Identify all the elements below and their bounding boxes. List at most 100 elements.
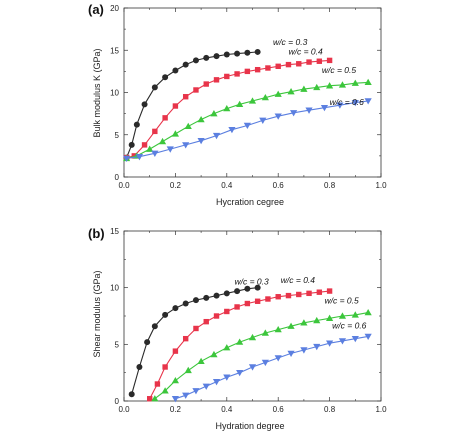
panel-a-data-point — [351, 79, 359, 86]
panel-b-data-point — [162, 311, 169, 318]
panel-b-data-point — [192, 297, 199, 304]
panel-b-xlabel: Hydration degree — [215, 421, 284, 431]
panel-a-data-point — [265, 65, 271, 71]
panel-a-data-point — [274, 113, 282, 120]
panel-a-data-point — [234, 50, 241, 57]
panel-b-series-2 — [147, 288, 333, 402]
panel-b-data-point — [192, 388, 200, 395]
panel-b-data-point — [244, 285, 251, 292]
panel-b-series-3 — [151, 309, 372, 402]
panel-a-xlabel: Hycration cegree — [216, 197, 284, 207]
panel-b-y-tick-label: 15 — [110, 227, 119, 236]
panel-a-data-point — [351, 99, 359, 107]
panel-b-data-point — [364, 333, 372, 340]
panel-a-series-label: w/c = 0.6 — [330, 97, 365, 107]
panel-a-data-point — [212, 132, 221, 140]
panel-b-data-point — [274, 326, 282, 333]
panel-a-data-point — [320, 105, 329, 112]
panel-a-x-tick-label: 0.8 — [324, 181, 336, 190]
panel-b-data-point — [287, 322, 295, 329]
panel-b-annotations: w/c = 0.3 w/c = 0.4 w/c = 0.5 w/c = 0.6 — [235, 275, 367, 330]
panel-a-letter: (a) — [88, 2, 104, 17]
panel-b-data-point — [261, 359, 269, 367]
panel-a-series — [122, 48, 372, 163]
panel-b-series — [128, 284, 372, 403]
panel-a-series-label: w/c = 0.5 — [322, 65, 357, 75]
panel-b-data-point — [351, 311, 359, 318]
panel-b-data-point — [151, 323, 158, 330]
panel-a-y-tick-label: 20 — [110, 4, 119, 13]
panel-a-y-tick-label: 0 — [115, 173, 120, 182]
panel-a-data-point — [254, 66, 261, 73]
panel-b-data-point — [300, 319, 308, 326]
panel-b-data-point — [223, 374, 231, 381]
panel-a-data-point — [300, 85, 308, 92]
panel-b-data-point — [338, 338, 347, 345]
panel-a-data-point — [162, 74, 169, 81]
panel-b-tick-labels: 0.0 0.2 0.4 0.6 0.8 1.0 0 5 10 15 — [110, 227, 387, 414]
panel-a-data-point — [290, 110, 298, 117]
panel-a-data-point — [146, 145, 154, 152]
panel-a-data-point — [248, 97, 257, 104]
panel-a-series-label: w/c = 0.4 — [288, 46, 323, 56]
panel-b-series-label: w/c = 0.5 — [324, 296, 359, 306]
panel-b-data-point — [364, 309, 372, 316]
panel-b-data-point — [265, 296, 271, 302]
panel-b-letter: (b) — [88, 226, 105, 241]
panel-a-data-point — [182, 94, 189, 100]
panel-b-data-point — [285, 292, 292, 299]
panel-b-series-label: w/c = 0.3 — [235, 276, 270, 286]
panel-b-data-point — [172, 348, 179, 354]
panel-b-data-point — [274, 355, 282, 362]
panel-a-series-line — [126, 100, 369, 159]
panel-b-y-tick-label: 10 — [110, 284, 119, 293]
panel-b-data-point — [236, 369, 244, 377]
panel-b-data-point — [248, 333, 257, 341]
panel-b-data-point — [182, 335, 189, 342]
panel-a-x-tick-label: 0.2 — [170, 181, 182, 190]
panel-a-x-tick-label: 0.4 — [221, 181, 233, 190]
panel-b-series-label: w/c = 0.6 — [332, 320, 367, 330]
panel-a-data-point — [213, 77, 220, 83]
panel-a-data-point — [326, 57, 333, 64]
panel-b-data-point — [254, 284, 261, 291]
panel-b-data-point — [306, 290, 312, 297]
panel-b-data-point — [212, 379, 221, 386]
panel-a-data-point — [287, 88, 295, 95]
panel-a-data-point — [223, 104, 231, 112]
panel-b-data-point — [261, 329, 269, 336]
panel-b-data-point — [296, 291, 302, 298]
panel-a-data-point — [244, 68, 251, 75]
panel-b-data-point — [147, 396, 153, 402]
panel-b: (b) Shear modulus (GPa) Hydration degree… — [88, 226, 387, 431]
panel-a-data-point — [151, 84, 158, 91]
panel-b-data-point — [171, 377, 179, 384]
panel-a-data-point — [316, 58, 323, 64]
panel-a-series-label: w/c = 0.3 — [273, 37, 308, 47]
panel-b-x-tick-label: 0.6 — [273, 405, 285, 414]
panel-b-data-point — [223, 290, 230, 297]
panel-a-data-point — [306, 59, 312, 65]
panel-b-y-tick-label: 5 — [115, 340, 120, 349]
panel-b-x-tick-label: 0.0 — [118, 405, 130, 414]
panel-a-data-point — [224, 73, 230, 80]
panel-a-data-point — [197, 137, 205, 145]
panel-a-data-point — [192, 57, 199, 64]
panel-a-tick-labels: 0.0 0.2 0.4 0.6 0.8 1.0 0 5 10 15 20 — [110, 4, 387, 190]
panel-a-data-point — [151, 150, 159, 157]
panel-a-x-tick-label: 0.6 — [273, 181, 285, 190]
panel-a-data-point — [197, 115, 205, 123]
panel-b-data-point — [326, 288, 333, 294]
panel-b-data-point — [275, 294, 281, 300]
panel-b-data-point — [203, 294, 210, 301]
panel-b-data-point — [248, 364, 257, 371]
panel-b-data-point — [184, 366, 192, 374]
panel-a: (a) Bulk modulus K (GPa) Hycration cegre… — [88, 2, 387, 207]
panel-b-data-point — [236, 338, 244, 345]
panel-b-data-point — [338, 312, 347, 319]
panel-a-data-point — [172, 103, 179, 109]
panel-a-data-point — [261, 93, 269, 101]
panel-b-data-point — [213, 292, 220, 299]
panel-a-data-point — [305, 107, 313, 114]
